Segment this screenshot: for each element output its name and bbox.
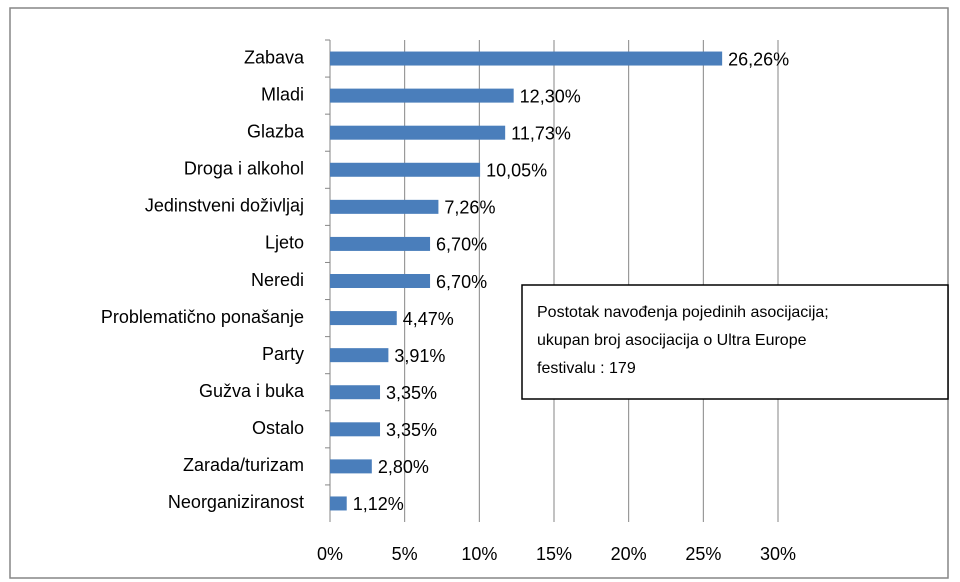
data-label: 3,35% [386, 420, 437, 440]
y-tick-label: Problematično ponašanje [101, 307, 304, 327]
data-label: 10,05% [486, 161, 547, 181]
data-label: 6,70% [436, 235, 487, 255]
data-label: 12,30% [520, 86, 581, 106]
y-tick-label: Party [262, 344, 304, 364]
bar [330, 422, 381, 437]
y-tick-label: Droga i alkohol [184, 159, 304, 179]
y-tick-label: Gužva i buka [199, 381, 305, 401]
x-tick-label: 30% [760, 544, 796, 564]
y-tick-label: Ljeto [265, 233, 304, 253]
bar [330, 51, 723, 66]
y-tick-label: Mladi [261, 84, 304, 104]
bar [330, 274, 431, 288]
y-tick-label: Zarada/turizam [183, 455, 304, 475]
bar [330, 236, 431, 251]
data-label: 1,12% [353, 494, 404, 514]
bar [330, 162, 481, 177]
y-tick-label: Neredi [251, 270, 304, 290]
data-label: 11,73% [511, 123, 571, 143]
x-tick-label: 10% [461, 544, 497, 564]
annotation-text: Postotak navođenja pojedinih asocijacija… [537, 304, 829, 321]
bar [330, 459, 372, 474]
data-label: 6,70% [436, 272, 487, 292]
annotation-box [521, 284, 949, 400]
y-tick-label: Glazba [247, 121, 305, 141]
bar [330, 496, 347, 511]
x-tick-label: 5% [392, 544, 418, 564]
bar [330, 88, 514, 103]
x-tick-label: 0% [317, 544, 343, 564]
y-tick-label: Zabava [244, 47, 305, 67]
x-tick-label: 20% [611, 544, 647, 564]
data-label: 26,26% [728, 49, 789, 69]
data-label: 3,35% [386, 383, 437, 403]
y-tick-label: Neorganiziranost [168, 492, 304, 512]
annotation-text: festivalu : 179 [537, 360, 636, 377]
bar [330, 348, 389, 363]
x-tick-label: 25% [685, 544, 721, 564]
y-tick-label: Ostalo [252, 418, 304, 438]
data-label: 2,80% [378, 457, 429, 477]
bar [330, 199, 439, 214]
annotation-text: ukupan broj asocijacija o Ultra Europe [537, 332, 807, 349]
x-tick-label: 15% [536, 544, 572, 564]
data-label: 7,26% [444, 198, 495, 218]
data-label: 3,91% [394, 346, 445, 366]
data-label: 4,47% [403, 309, 454, 329]
bar [330, 311, 397, 326]
y-tick-label: Jedinstveni doživljaj [145, 196, 304, 216]
bar [330, 125, 506, 140]
bar [330, 385, 381, 400]
